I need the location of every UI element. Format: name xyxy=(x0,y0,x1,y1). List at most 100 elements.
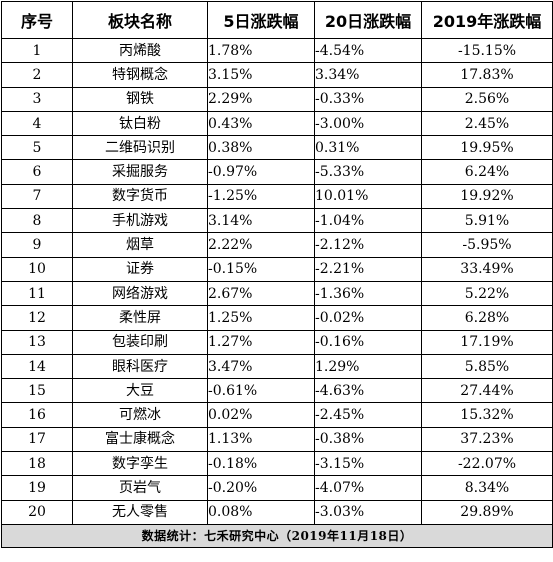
row-index: 14 xyxy=(1,353,73,380)
5day-change: 2.22% xyxy=(207,232,315,258)
row-index: 1 xyxy=(1,37,73,64)
header-5day-change: 5日涨跌幅 xyxy=(207,1,315,39)
5day-change: 0.38% xyxy=(207,135,315,161)
sector-name: 柔性屏 xyxy=(72,305,208,331)
row-index: 3 xyxy=(1,86,73,112)
20day-change: -3.03% xyxy=(314,499,422,525)
data-source-note: 数据统计：七禾研究中心（2019年11月18日） xyxy=(1,523,553,548)
header-2019-change: 2019年涨跌幅 xyxy=(421,1,553,39)
table-row: 12 柔性屏 1.25% -0.02% 6.28% xyxy=(1,305,553,331)
5day-change: 1.78% xyxy=(207,37,315,64)
5day-change: 2.67% xyxy=(207,280,315,307)
header-sector-name: 板块名称 xyxy=(72,1,208,39)
sector-name: 证券 xyxy=(72,256,208,282)
20day-change: -1.04% xyxy=(314,208,422,234)
2019-change: 8.34% xyxy=(421,475,553,501)
row-index: 11 xyxy=(1,280,73,307)
row-index: 16 xyxy=(1,402,73,428)
5day-change: 1.13% xyxy=(207,426,315,453)
sector-name: 页岩气 xyxy=(72,475,208,501)
table-row: 20 无人零售 0.08% -3.03% 29.89% xyxy=(1,499,553,525)
table-row: 8 手机游戏 3.14% -1.04% 5.91% xyxy=(1,208,553,234)
row-index: 18 xyxy=(1,451,73,477)
20day-change: -5.33% xyxy=(314,159,422,185)
sector-change-table: 序号 板块名称 5日涨跌幅 20日涨跌幅 2019年涨跌幅 1 丙烯酸 1.78% -… xyxy=(1,1,553,548)
table-row: 7 数字货币 -1.25% 10.01% 19.92% xyxy=(1,183,553,210)
sector-name: 眼科医疗 xyxy=(72,353,208,380)
header-row: 序号 板块名称 5日涨跌幅 20日涨跌幅 2019年涨跌幅 xyxy=(1,1,553,39)
20day-change: 10.01% xyxy=(314,183,422,210)
20day-change: -3.15% xyxy=(314,451,422,477)
20day-change: -2.45% xyxy=(314,402,422,428)
2019-change: -22.07% xyxy=(421,451,553,477)
20day-change: -4.54% xyxy=(314,37,422,64)
5day-change: 1.25% xyxy=(207,305,315,331)
sector-name: 钛白粉 xyxy=(72,110,208,137)
table-row: 13 包装印刷 1.27% -0.16% 17.19% xyxy=(1,329,553,355)
table-row: 1 丙烯酸 1.78% -4.54% -15.15% xyxy=(1,37,553,64)
2019-change: 27.44% xyxy=(421,378,553,404)
table-row: 6 采掘服务 -0.97% -5.33% 6.24% xyxy=(1,159,553,185)
header-index: 序号 xyxy=(1,1,73,39)
5day-change: 3.15% xyxy=(207,62,315,88)
table-row: 18 数字孪生 -0.18% -3.15% -22.07% xyxy=(1,451,553,477)
2019-change: -15.15% xyxy=(421,37,553,64)
20day-change: -0.16% xyxy=(314,329,422,355)
20day-change: 3.34% xyxy=(314,62,422,88)
row-index: 2 xyxy=(1,62,73,88)
row-index: 6 xyxy=(1,159,73,185)
table-row: 3 钢铁 2.29% -0.33% 2.56% xyxy=(1,86,553,112)
5day-change: 0.08% xyxy=(207,499,315,525)
5day-change: 3.47% xyxy=(207,353,315,380)
20day-change: -2.12% xyxy=(314,232,422,258)
row-index: 5 xyxy=(1,135,73,161)
5day-change: -0.61% xyxy=(207,378,315,404)
row-index: 9 xyxy=(1,232,73,258)
row-index: 13 xyxy=(1,329,73,355)
row-index: 15 xyxy=(1,378,73,404)
row-index: 19 xyxy=(1,475,73,501)
sector-name: 烟草 xyxy=(72,232,208,258)
2019-change: 37.23% xyxy=(421,426,553,453)
5day-change: 0.43% xyxy=(207,110,315,137)
sector-name: 无人零售 xyxy=(72,499,208,525)
5day-change: 1.27% xyxy=(207,329,315,355)
sector-name: 富士康概念 xyxy=(72,426,208,453)
table-row: 2 特钢概念 3.15% 3.34% 17.83% xyxy=(1,62,553,88)
table-row: 4 钛白粉 0.43% -3.00% 2.45% xyxy=(1,110,553,137)
2019-change: 33.49% xyxy=(421,256,553,282)
sector-name: 特钢概念 xyxy=(72,62,208,88)
table-row: 11 网络游戏 2.67% -1.36% 5.22% xyxy=(1,280,553,307)
2019-change: 5.22% xyxy=(421,280,553,307)
sector-name: 大豆 xyxy=(72,378,208,404)
footer-row: 数据统计：七禾研究中心（2019年11月18日） xyxy=(1,523,553,548)
table-row: 16 可燃冰 0.02% -2.45% 15.32% xyxy=(1,402,553,428)
2019-change: 17.83% xyxy=(421,62,553,88)
row-index: 4 xyxy=(1,110,73,137)
5day-change: -0.97% xyxy=(207,159,315,185)
5day-change: 3.14% xyxy=(207,208,315,234)
2019-change: 29.89% xyxy=(421,499,553,525)
row-index: 12 xyxy=(1,305,73,331)
20day-change: -4.63% xyxy=(314,378,422,404)
table-row: 14 眼科医疗 3.47% 1.29% 5.85% xyxy=(1,353,553,380)
table-row: 5 二维码识别 0.38% 0.31% 19.95% xyxy=(1,135,553,161)
table-row: 9 烟草 2.22% -2.12% -5.95% xyxy=(1,232,553,258)
5day-change: 0.02% xyxy=(207,402,315,428)
2019-change: 17.19% xyxy=(421,329,553,355)
table-row: 19 页岩气 -0.20% -4.07% 8.34% xyxy=(1,475,553,501)
sector-name: 数字孪生 xyxy=(72,451,208,477)
sector-name: 包装印刷 xyxy=(72,329,208,355)
20day-change: 1.29% xyxy=(314,353,422,380)
sector-name: 二维码识别 xyxy=(72,135,208,161)
2019-change: 6.24% xyxy=(421,159,553,185)
row-index: 7 xyxy=(1,183,73,210)
sector-name: 数字货币 xyxy=(72,183,208,210)
row-index: 17 xyxy=(1,426,73,453)
sector-name: 网络游戏 xyxy=(72,280,208,307)
2019-change: 19.95% xyxy=(421,135,553,161)
sector-name: 钢铁 xyxy=(72,86,208,112)
5day-change: -0.18% xyxy=(207,451,315,477)
5day-change: 2.29% xyxy=(207,86,315,112)
table-row: 17 富士康概念 1.13% -0.38% 37.23% xyxy=(1,426,553,453)
